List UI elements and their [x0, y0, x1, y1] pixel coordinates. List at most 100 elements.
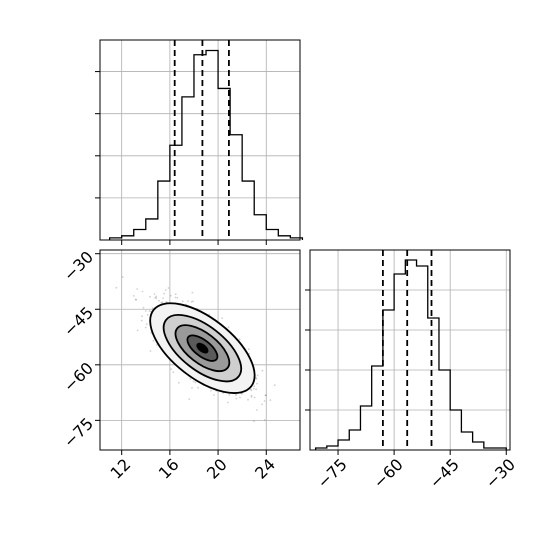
- sample-point: [250, 388, 252, 391]
- sample-point: [148, 310, 151, 312]
- sample-point: [253, 385, 256, 387]
- sample-point: [188, 398, 191, 401]
- hist2-x-tick-label-1: −60: [370, 455, 407, 492]
- sample-point: [149, 295, 151, 298]
- sample-point: [136, 288, 139, 290]
- sample-point: [197, 386, 200, 389]
- sample-point: [235, 397, 238, 400]
- sample-point: [191, 291, 194, 294]
- sample-point: [247, 348, 250, 351]
- hist2-step-line: [314, 259, 507, 450]
- hist2-x-tick-label-0: −75: [313, 455, 350, 492]
- sample-point: [146, 313, 149, 316]
- sample-point: [263, 419, 266, 421]
- joint-x-tick-label-0: 12: [107, 455, 135, 483]
- sample-point: [192, 300, 195, 303]
- joint-y-tick-label-1: −45: [60, 303, 97, 340]
- joint-x-tick-label-2: 20: [203, 455, 231, 483]
- sample-point: [192, 380, 195, 383]
- sample-point: [273, 384, 276, 386]
- hist1-step-line: [108, 49, 304, 240]
- sample-point: [156, 344, 158, 346]
- sample-point: [144, 310, 147, 312]
- sample-point: [256, 374, 259, 377]
- sample-point: [140, 319, 143, 322]
- sample-point: [194, 381, 197, 384]
- sample-point: [261, 403, 263, 406]
- sample-point: [155, 295, 158, 298]
- sample-point: [176, 296, 179, 299]
- sample-point: [145, 323, 148, 326]
- density-contour-2: [174, 324, 231, 373]
- sample-point: [247, 398, 249, 401]
- sample-point: [256, 382, 258, 385]
- sample-point: [187, 300, 189, 302]
- density-contour-1: [162, 314, 243, 383]
- hist2-x-tick-label-2: −45: [426, 455, 463, 492]
- sample-point: [174, 293, 177, 296]
- sample-point: [177, 381, 180, 384]
- sample-point: [250, 389, 253, 392]
- sample-point: [256, 409, 258, 411]
- sample-point: [213, 394, 215, 396]
- density-contour-3: [186, 334, 219, 362]
- sample-point: [238, 338, 241, 341]
- hist2-x-tick-label-3: −30: [482, 455, 519, 492]
- sample-point: [161, 301, 164, 304]
- sample-point: [134, 298, 137, 301]
- sample-point: [152, 339, 155, 342]
- sample-point: [228, 394, 231, 396]
- joint-frame: [99, 249, 301, 451]
- sample-point: [144, 326, 147, 329]
- sample-point: [170, 368, 173, 370]
- sample-point: [154, 296, 157, 299]
- sample-point: [264, 394, 267, 397]
- sample-point: [141, 290, 144, 293]
- sample-point: [221, 317, 224, 319]
- sample-point: [265, 394, 267, 397]
- sample-point: [142, 306, 145, 309]
- sample-point: [135, 298, 138, 301]
- sample-point: [239, 396, 241, 399]
- density-level-4: [196, 342, 209, 354]
- sample-point: [253, 396, 256, 399]
- sample-point: [189, 378, 192, 380]
- sample-point: [169, 294, 172, 297]
- sample-point: [210, 389, 212, 392]
- joint-y-tick-label-0: −30: [60, 247, 97, 284]
- sample-point: [255, 378, 258, 380]
- sample-point: [174, 296, 177, 299]
- sample-point: [136, 329, 139, 332]
- sample-point: [141, 315, 143, 318]
- joint-x-tick-label-1: 16: [155, 455, 183, 483]
- joint-y-tick-label-2: −60: [60, 358, 97, 395]
- sample-point: [158, 299, 160, 302]
- sample-point: [155, 297, 158, 300]
- sample-point: [250, 394, 253, 397]
- sample-point: [241, 393, 243, 395]
- joint-y-tick-label-3: −75: [60, 414, 97, 451]
- sample-point: [149, 350, 152, 352]
- sample-point: [263, 400, 266, 402]
- joint-x-tick-label-3: 24: [251, 455, 279, 483]
- sample-point: [121, 276, 124, 278]
- sample-point: [250, 396, 253, 398]
- sample-point: [191, 387, 193, 389]
- sample-point: [165, 289, 167, 291]
- sample-point: [163, 292, 166, 295]
- sample-point: [172, 371, 175, 374]
- sample-point: [255, 388, 257, 391]
- sample-point: [261, 369, 264, 372]
- hist1-frame: [99, 39, 301, 241]
- sample-point: [153, 293, 156, 295]
- sample-point: [181, 300, 184, 303]
- sample-point: [115, 286, 118, 289]
- sample-point: [227, 326, 230, 329]
- sample-point: [190, 300, 193, 303]
- sample-point: [253, 387, 255, 390]
- sample-point: [160, 301, 163, 304]
- sample-point: [162, 297, 165, 299]
- sample-point: [208, 313, 211, 316]
- sample-point: [167, 287, 170, 289]
